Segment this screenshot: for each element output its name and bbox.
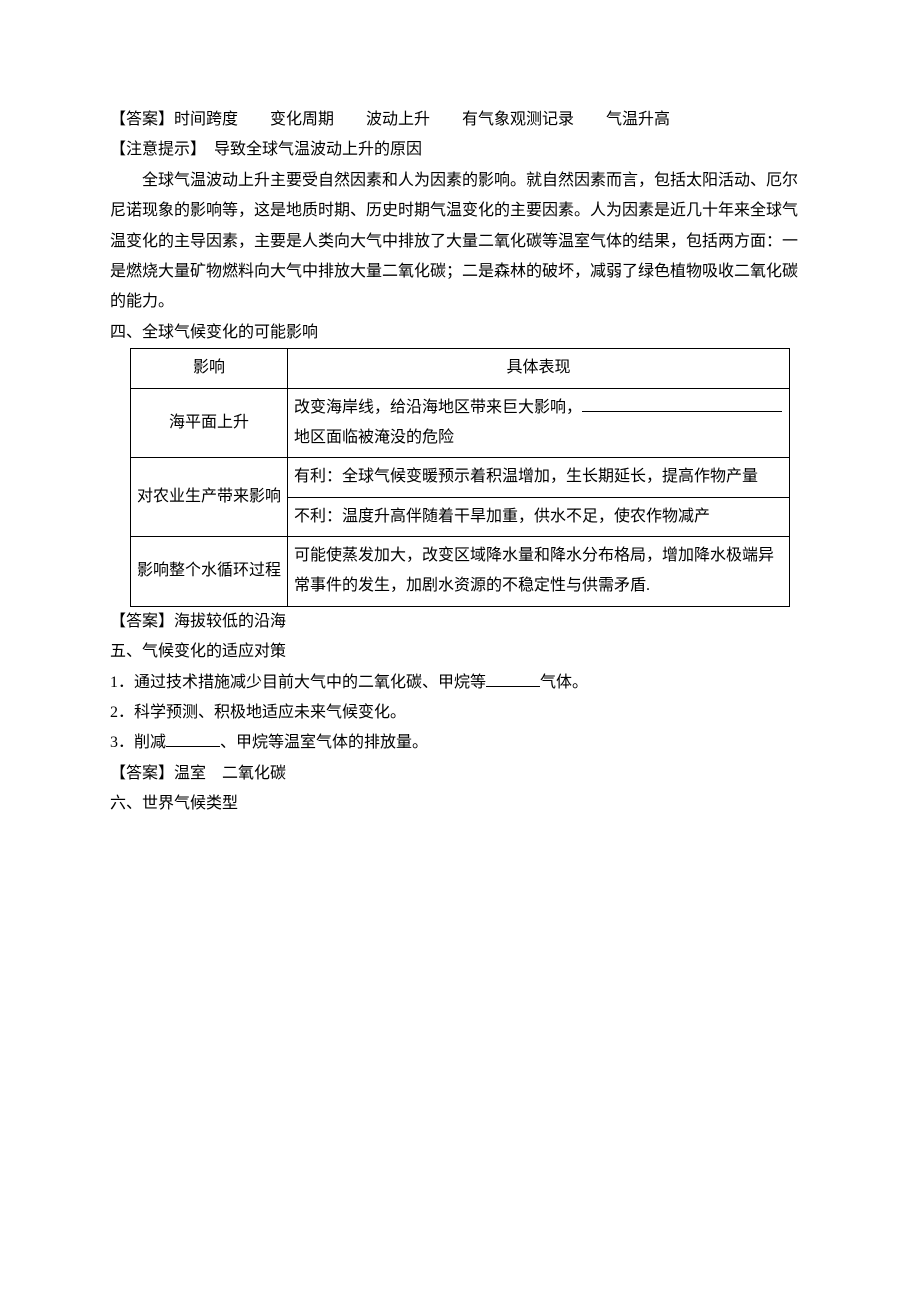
answer-prefix: 【答案】 [110,613,174,630]
note-prefix: 【注意提示】 [110,141,214,158]
table-answer: 海拔较低的沿海 [174,613,286,630]
section-4-title: 四、全球气候变化的可能影响 [110,318,810,348]
item3-a: 3．削减 [110,734,166,751]
blank-field [166,730,220,747]
section-5-item-3: 3．削减 、甲烷等温室气体的排放量。 [110,728,810,758]
table-header-col2: 具体表现 [288,349,790,388]
section-5-item-2: 2．科学预测、积极地适应未来气候变化。 [110,698,810,728]
table-answer-line: 【答案】海拔较低的沿海 [110,607,810,637]
answer-text: 时间跨度 变化周期 波动上升 有气象观测记录 气温升高 [174,111,670,128]
section-6-title: 六、世界气候类型 [110,789,810,819]
table-cell-r2c2a: 有利：全球气候变暖预示着积温增加，生长期延长，提高作物产量 [288,458,790,497]
table-row: 对农业生产带来影响 有利：全球气候变暖预示着积温增加，生长期延长，提高作物产量 [131,458,790,497]
item1-b: 气体。 [540,674,588,691]
answer-line-1: 【答案】时间跨度 变化周期 波动上升 有气象观测记录 气温升高 [110,105,810,135]
note-title-line: 【注意提示】 导致全球气温波动上升的原因 [110,135,810,165]
note-body: 全球气温波动上升主要受自然因素和人为因素的影响。就自然因素而言，包括太阳活动、厄… [110,166,810,318]
r1c2-part1: 改变海岸线，给沿海地区带来巨大影响， [294,399,582,416]
table-cell-r1c1: 海平面上升 [131,388,288,458]
r1c2-part2: 地区面临被淹没的危险 [294,429,454,446]
answer-prefix: 【答案】 [110,765,174,782]
section-5-item-1: 1．通过技术措施减少目前大气中的二氧化碳、甲烷等 气体。 [110,668,810,698]
table-header-row: 影响 具体表现 [131,349,790,388]
table-header-col1: 影响 [131,349,288,388]
section-5-answer: 温室 二氧化碳 [174,765,286,782]
answer-prefix: 【答案】 [110,111,174,128]
table-cell-r2c1: 对农业生产带来影响 [131,458,288,537]
table-row: 海平面上升 改变海岸线，给沿海地区带来巨大影响， 地区面临被淹没的危险 [131,388,790,458]
blank-field [582,395,782,412]
item3-b: 、甲烷等温室气体的排放量。 [220,734,428,751]
table-cell-r3c1: 影响整个水循环过程 [131,537,288,607]
table-cell-r3c2: 可能使蒸发加大，改变区域降水量和降水分布格局，增加降水极端异常事件的发生，加剧水… [288,537,790,607]
table-cell-r2c2b: 不利：温度升高伴随着干旱加重，供水不足，使农作物减产 [288,497,790,536]
section-5-title: 五、气候变化的适应对策 [110,637,810,667]
blank-field [486,670,540,687]
item1-a: 1．通过技术措施减少目前大气中的二氧化碳、甲烷等 [110,674,486,691]
document-page: 【答案】时间跨度 变化周期 波动上升 有气象观测记录 气温升高 【注意提示】 导… [0,0,920,1302]
table-row: 影响整个水循环过程 可能使蒸发加大，改变区域降水量和降水分布格局，增加降水极端异… [131,537,790,607]
table-cell-r1c2: 改变海岸线，给沿海地区带来巨大影响， 地区面临被淹没的危险 [288,388,790,458]
impact-table: 影响 具体表现 海平面上升 改变海岸线，给沿海地区带来巨大影响， 地区面临被淹没的… [130,348,790,607]
section-5-answer-line: 【答案】温室 二氧化碳 [110,759,810,789]
note-title: 导致全球气温波动上升的原因 [214,141,422,158]
